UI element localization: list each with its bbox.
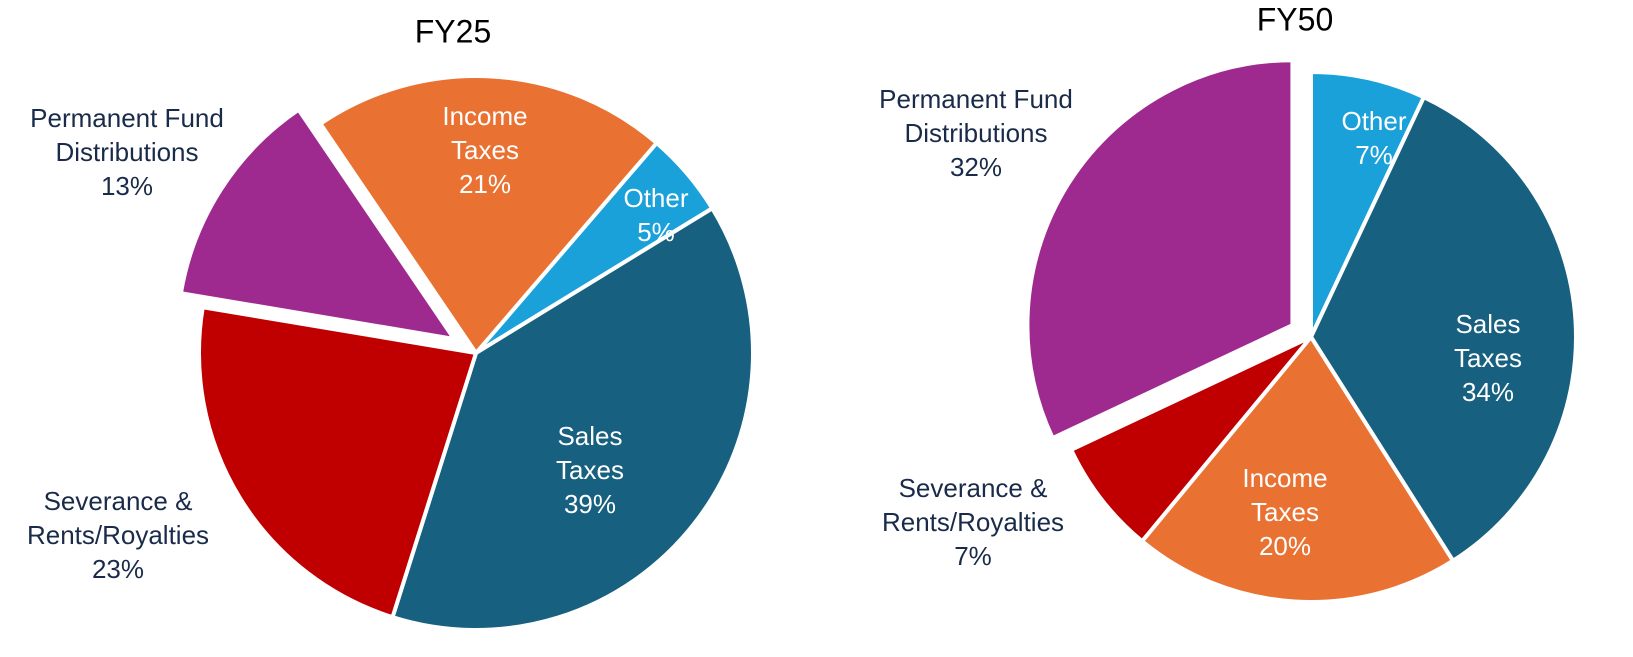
slice-label: Permanent Fund Distributions 13% [2, 101, 252, 203]
slice-label: Other 7% [1319, 104, 1429, 172]
pie-slice [178, 107, 457, 341]
slice-value: 23% [91, 554, 145, 584]
slice-value: 5% [637, 217, 675, 247]
pie-slice [197, 305, 478, 620]
slice-value: 13% [100, 171, 154, 201]
pie-slice [390, 206, 755, 632]
slice-name: Sales Taxes [1454, 309, 1522, 373]
slice-label: Income Taxes 20% [1215, 461, 1355, 563]
slice-value: 20% [1258, 531, 1312, 561]
slice-name: Severance & Rents/Royalties [26, 486, 210, 550]
pie-slice [1140, 335, 1455, 604]
slice-value: 7% [954, 541, 992, 571]
slice-name: Other [1341, 106, 1407, 136]
slice-label: Severance & Rents/Royalties 23% [0, 484, 238, 586]
slice-name: Other [623, 183, 689, 213]
slice-label: Other 5% [601, 181, 711, 249]
chart-title: FY25 [414, 13, 492, 50]
slice-label: Income Taxes 21% [415, 99, 555, 201]
slice-name: Income Taxes [442, 101, 528, 165]
slice-value: 39% [563, 489, 617, 519]
pie-slice [1309, 95, 1578, 563]
slice-label: Sales Taxes 39% [530, 419, 650, 521]
slice-name: Permanent Fund Distributions [879, 84, 1073, 148]
slice-name: Severance & Rents/Royalties [881, 473, 1065, 537]
pie-slice [1025, 58, 1295, 441]
slice-value: 21% [458, 169, 512, 199]
slice-name: Permanent Fund Distributions [30, 103, 224, 167]
slice-label: Severance & Rents/Royalties 7% [853, 471, 1093, 573]
slice-value: 7% [1355, 140, 1393, 170]
slice-label: Sales Taxes 34% [1428, 307, 1548, 409]
slice-value: 32% [949, 152, 1003, 182]
slice-label: Permanent Fund Distributions 32% [851, 82, 1101, 184]
pie-slice [1309, 70, 1426, 339]
pie-slice [1069, 335, 1313, 544]
slice-value: 34% [1461, 377, 1515, 407]
pie-slice [318, 74, 659, 355]
chart-title: FY50 [1256, 1, 1334, 38]
slice-name: Sales Taxes [556, 421, 624, 485]
slice-name: Income Taxes [1242, 463, 1328, 527]
